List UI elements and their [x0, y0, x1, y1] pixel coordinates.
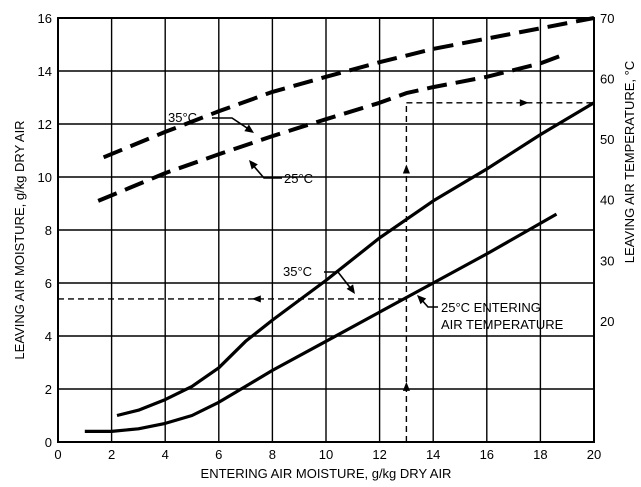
- x-tick-label: 20: [587, 447, 601, 462]
- y2-tick-label: 40: [600, 193, 614, 208]
- plot-frame: [57, 17, 595, 443]
- example-guides: [58, 99, 594, 442]
- y2-tick-label: 30: [600, 253, 614, 268]
- leader-head-35-solid: [346, 284, 355, 294]
- x-tick-label: 0: [54, 447, 61, 462]
- guide-arrow-up-lower: [402, 381, 410, 391]
- guide-arrow-right: [519, 99, 529, 107]
- moisture-curve-1: [84, 212, 558, 433]
- x-tick-label: 10: [319, 447, 333, 462]
- annotation-label: 35°C: [283, 264, 312, 279]
- y-tick-label: 10: [38, 170, 52, 185]
- annotation-label: 35°C: [168, 110, 197, 125]
- leader-35-dashed: [212, 117, 251, 131]
- annotation-label: AIR TEMPERATURE: [441, 317, 564, 332]
- curves: [84, 16, 595, 433]
- temperature-curve-2: [102, 16, 595, 160]
- x-tick-label: 16: [480, 447, 494, 462]
- annotation-label: 25°C ENTERING: [441, 300, 541, 315]
- x-tick-label: 14: [426, 447, 440, 462]
- y2-tick-label: 50: [600, 132, 614, 147]
- y-tick-label: 2: [45, 382, 52, 397]
- y-tick-label: 4: [45, 329, 52, 344]
- leader-head-25-dashed: [249, 160, 258, 170]
- y-tick-label: 16: [38, 11, 52, 26]
- temperature-curve-3: [97, 52, 566, 203]
- x-axis-label: ENTERING AIR MOISTURE, g/kg DRY AIR: [201, 466, 452, 481]
- leader-25-dashed: [251, 163, 282, 179]
- y2-axis-label: LEAVING AIR TEMPERATURE, °C: [622, 61, 637, 263]
- x-tick-labels: 0 2 4 6 8 10 12 14 16 18 20: [54, 447, 601, 462]
- leader-head-35-dashed: [244, 124, 254, 133]
- y-tick-label: 0: [45, 435, 52, 450]
- x-tick-label: 2: [108, 447, 115, 462]
- moisture-curve-0: [116, 101, 595, 418]
- y-tick-labels: 0 2 4 6 8 10 12 14 16: [38, 11, 52, 450]
- y2-tick-label: 70: [600, 11, 614, 26]
- y2-tick-labels: 20 30 40 50 60 70: [600, 11, 614, 329]
- x-tick-label: 8: [269, 447, 276, 462]
- guide-arrow-up-upper: [402, 164, 410, 174]
- y-tick-label: 12: [38, 117, 52, 132]
- x-tick-label: 4: [162, 447, 169, 462]
- y2-tick-label: 60: [600, 72, 614, 87]
- annotations: 35°C 25°C 35°C 25°C ENTERING AIR TEMPERATURE: [168, 110, 564, 332]
- leader-35-solid: [324, 271, 353, 291]
- leader-head-25-solid: [417, 295, 427, 305]
- x-tick-label: 6: [215, 447, 222, 462]
- y-tick-label: 6: [45, 276, 52, 291]
- y2-tick-label: 20: [600, 314, 614, 329]
- annotation-label: 25°C: [284, 171, 313, 186]
- y-tick-label: 8: [45, 223, 52, 238]
- y-tick-label: 14: [38, 64, 52, 79]
- guide-arrow-left: [251, 295, 261, 303]
- x-tick-label: 12: [372, 447, 386, 462]
- y-axis-label: LEAVING AIR MOISTURE, g/kg DRY AIR: [12, 120, 27, 359]
- x-tick-label: 18: [533, 447, 547, 462]
- grid: [57, 17, 595, 443]
